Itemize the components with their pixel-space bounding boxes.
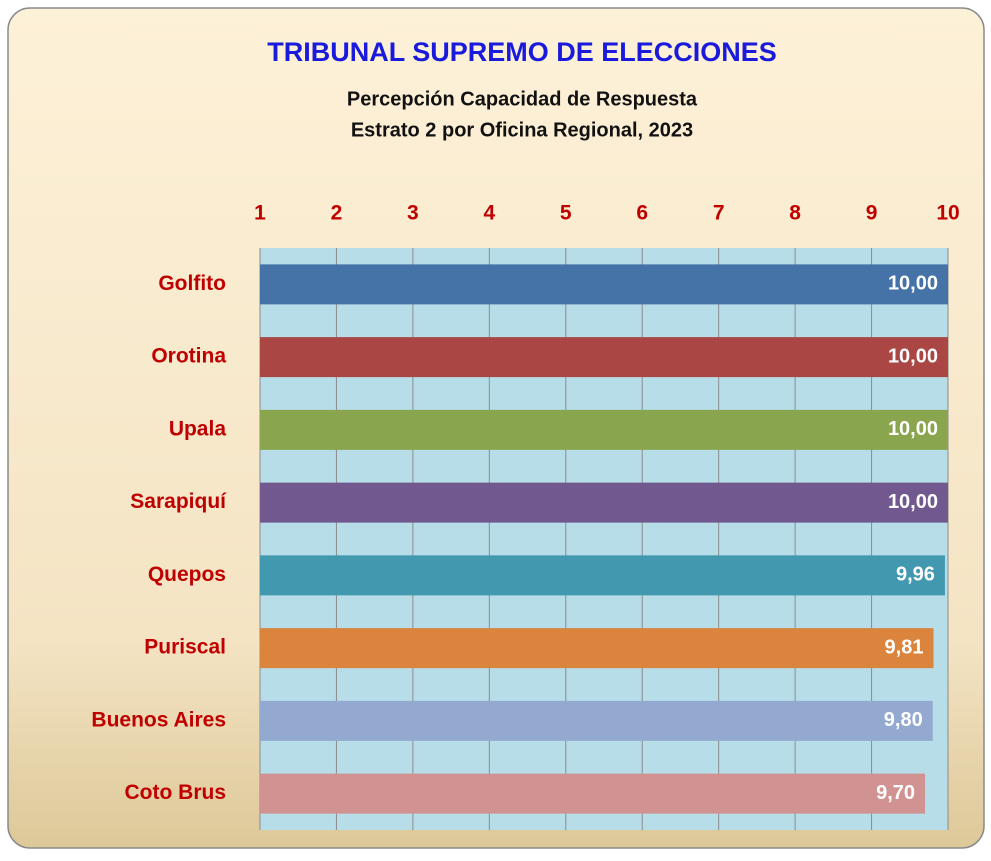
x-tick-label: 9 (866, 202, 878, 225)
x-tick-label: 4 (483, 202, 495, 225)
bar (260, 628, 934, 669)
chart-title: TRIBUNAL SUPREMO DE ELECCIONES (267, 37, 777, 67)
y-tick-label: Puriscal (144, 636, 226, 659)
x-tick-label: 5 (560, 202, 572, 225)
bar (260, 264, 948, 305)
x-tick-label: 1 (254, 202, 266, 225)
bar (260, 409, 948, 450)
chart-subtitle: Percepción Capacidad de Respuesta (347, 88, 698, 110)
value-label: 9,70 (876, 782, 915, 804)
y-tick-label: Upala (169, 417, 227, 440)
bar (260, 773, 926, 814)
plot-area (260, 248, 948, 830)
x-tick-label: 7 (713, 202, 725, 225)
y-tick-label: Coto Brus (125, 781, 227, 804)
y-tick-label: Golfito (158, 272, 226, 295)
x-tick-label: 2 (331, 202, 343, 225)
value-label: 10,00 (888, 273, 938, 295)
value-label: 9,96 (896, 564, 935, 586)
value-label: 10,00 (888, 418, 938, 440)
y-tick-label: Orotina (151, 345, 226, 368)
value-label: 9,81 (885, 636, 924, 658)
bar (260, 337, 948, 378)
y-tick-label: Sarapiquí (130, 490, 227, 513)
value-label: 9,80 (884, 709, 923, 731)
x-tick-label: 8 (789, 202, 801, 225)
value-label: 10,00 (888, 345, 938, 367)
chart-subtitle: Estrato 2 por Oficina Regional, 2023 (351, 119, 693, 141)
x-tick-label: 6 (636, 202, 648, 225)
y-tick-label: Buenos Aires (91, 708, 226, 731)
x-tick-label: 3 (407, 202, 419, 225)
x-tick-label: 10 (936, 202, 959, 225)
bar (260, 555, 945, 596)
bar (260, 700, 933, 741)
y-tick-label: Quepos (148, 563, 226, 586)
bar (260, 482, 948, 523)
value-label: 10,00 (888, 491, 938, 513)
